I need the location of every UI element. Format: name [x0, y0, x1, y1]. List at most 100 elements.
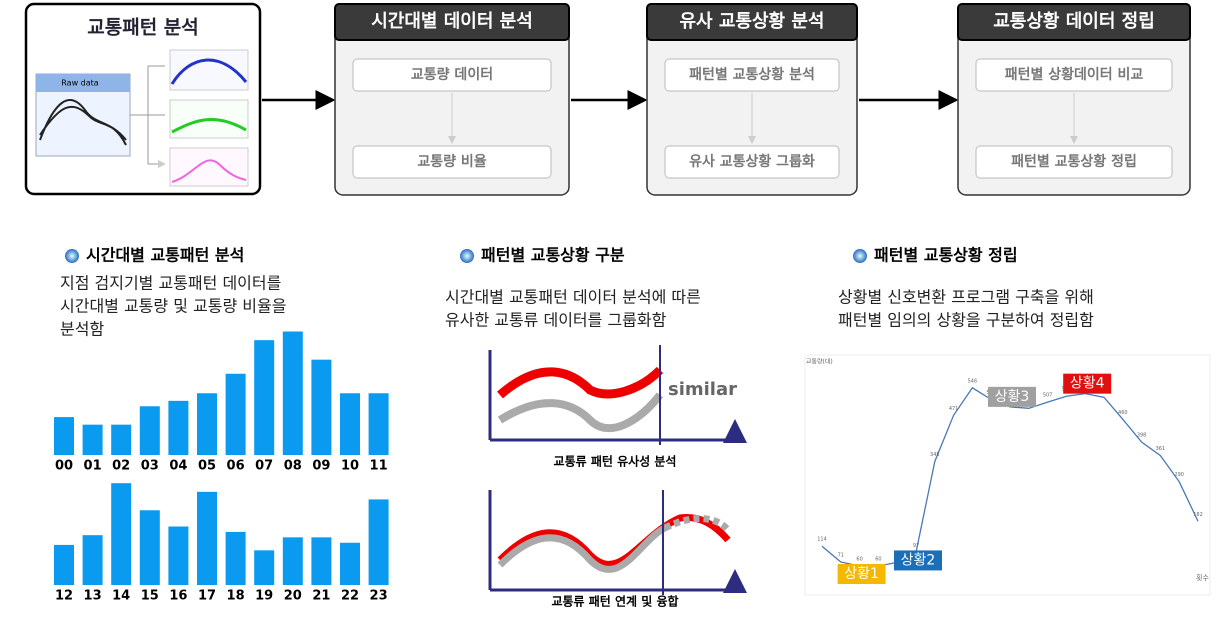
bar	[311, 537, 332, 585]
point-label: 114	[817, 537, 827, 543]
bar-label: 09	[312, 459, 330, 474]
bar	[111, 483, 132, 585]
bar-label: 20	[284, 589, 302, 604]
split-arrows	[130, 65, 165, 164]
raw-label: Raw data	[61, 79, 98, 88]
bar-label: 15	[141, 589, 159, 604]
situation-tag	[894, 550, 942, 571]
bar-label: 23	[370, 589, 388, 604]
bar-label: 12	[55, 589, 73, 604]
similarity-illustration	[488, 345, 735, 595]
bar-label: 22	[341, 589, 359, 604]
y-axis-label: 교통량(대)	[806, 358, 833, 366]
section-text: 지점 검지기별 교통패턴 데이터를	[60, 274, 281, 293]
bar-label: 08	[284, 459, 302, 474]
point-label: 345	[930, 452, 940, 458]
thumb-line	[171, 159, 247, 183]
bar-label: 03	[141, 459, 159, 474]
x-axis-label: 횟수	[1196, 573, 1209, 582]
point-label: 71	[838, 552, 844, 558]
situation-tag	[1063, 373, 1112, 394]
situation-label: 상황1	[844, 566, 879, 582]
raw-lines	[39, 99, 127, 146]
bullet	[65, 249, 79, 263]
step-item-text: 교통량 비율	[417, 153, 486, 170]
point-label: 471	[949, 406, 959, 412]
step-item-text: 패턴별 교통상황 분석	[689, 66, 815, 83]
bar-label: 11	[370, 459, 388, 474]
section-heading: 패턴별 교통상황 정립	[874, 246, 1018, 265]
caption: 교통류 패턴 연계 및 융합	[551, 594, 678, 609]
bar	[54, 544, 74, 585]
step-item-text: 유사 교통상황 그룹화	[689, 153, 815, 170]
thumb-line	[171, 117, 247, 134]
section-text: 패턴별 임의의 상황을 구분하여 정립함	[838, 311, 1094, 330]
bar	[368, 393, 389, 455]
bar	[225, 531, 246, 585]
bar	[82, 535, 103, 585]
bar	[139, 406, 160, 455]
bar	[282, 537, 303, 585]
step-item	[352, 145, 552, 179]
point-label: 60	[856, 557, 862, 563]
step-item-text: 패턴별 상황데이터 비교	[1005, 66, 1144, 83]
section-text: 상황별 신호변환 프로그램 구축을 위해	[838, 288, 1094, 307]
step-header	[646, 3, 858, 41]
step-title: 교통상황 데이터 정립	[993, 11, 1155, 32]
caption: 교통류 패턴 유사성 분석	[554, 454, 677, 469]
situation-label: 상황3	[995, 389, 1030, 405]
step-item-text: 패턴별 교통상황 정립	[1011, 153, 1137, 170]
point-label: 290	[1174, 472, 1184, 478]
step-title: 교통패턴 분석	[87, 17, 199, 39]
bar	[139, 510, 160, 585]
bar-label: 04	[169, 459, 187, 474]
section-text: 분석함	[60, 320, 104, 339]
bar-label: 13	[84, 589, 102, 604]
point-label: 546	[968, 378, 978, 384]
bar-label: 05	[198, 459, 216, 474]
section-text: 시간대별 교통패턴 데이터 분석에 따른	[445, 288, 701, 307]
bar	[197, 491, 217, 585]
bar-label: 10	[341, 459, 359, 474]
section-text: 시간대별 교통량 및 교통량 비율을	[60, 297, 286, 316]
bar	[111, 424, 132, 455]
point-label: 182	[1193, 512, 1203, 518]
point-label: 60	[875, 557, 881, 563]
point-label: 398	[1137, 433, 1147, 439]
bar-label: 14	[112, 589, 130, 604]
step-item	[664, 145, 840, 179]
section-text: 유사한 교통류 데이터를 그룹화함	[445, 311, 667, 330]
bar	[82, 424, 103, 455]
point-label: 460	[1118, 410, 1128, 416]
step-header	[334, 3, 570, 41]
bar	[54, 417, 74, 455]
situation-tag	[988, 386, 1036, 407]
step-item-text: 교통량 데이터	[411, 66, 493, 83]
step-item	[664, 58, 840, 92]
bullet	[460, 249, 474, 263]
point-label: 361	[1156, 446, 1166, 452]
situation-label: 상황4	[1070, 376, 1105, 392]
thumb-line	[170, 58, 248, 85]
section-heading: 패턴별 교통상황 구분	[481, 246, 625, 265]
situation-chart	[804, 354, 1211, 596]
bar-label: 16	[169, 589, 187, 604]
bar-label: 01	[84, 459, 102, 474]
thumb	[169, 147, 249, 187]
bar	[340, 393, 360, 455]
step-title: 유사 교통상황 분석	[679, 11, 824, 32]
step-header	[957, 3, 1191, 41]
bar	[340, 542, 360, 585]
bar-label: 19	[255, 589, 273, 604]
bullet	[853, 249, 867, 263]
bar-label: 02	[112, 459, 130, 474]
bar-label: 17	[198, 589, 216, 604]
bar	[254, 550, 275, 585]
bar	[254, 340, 275, 455]
step-title: 시간대별 데이터 분석	[371, 11, 533, 32]
step-item	[975, 58, 1173, 92]
bar-label: 06	[227, 459, 245, 474]
step-item	[352, 58, 552, 92]
bar	[197, 393, 217, 455]
